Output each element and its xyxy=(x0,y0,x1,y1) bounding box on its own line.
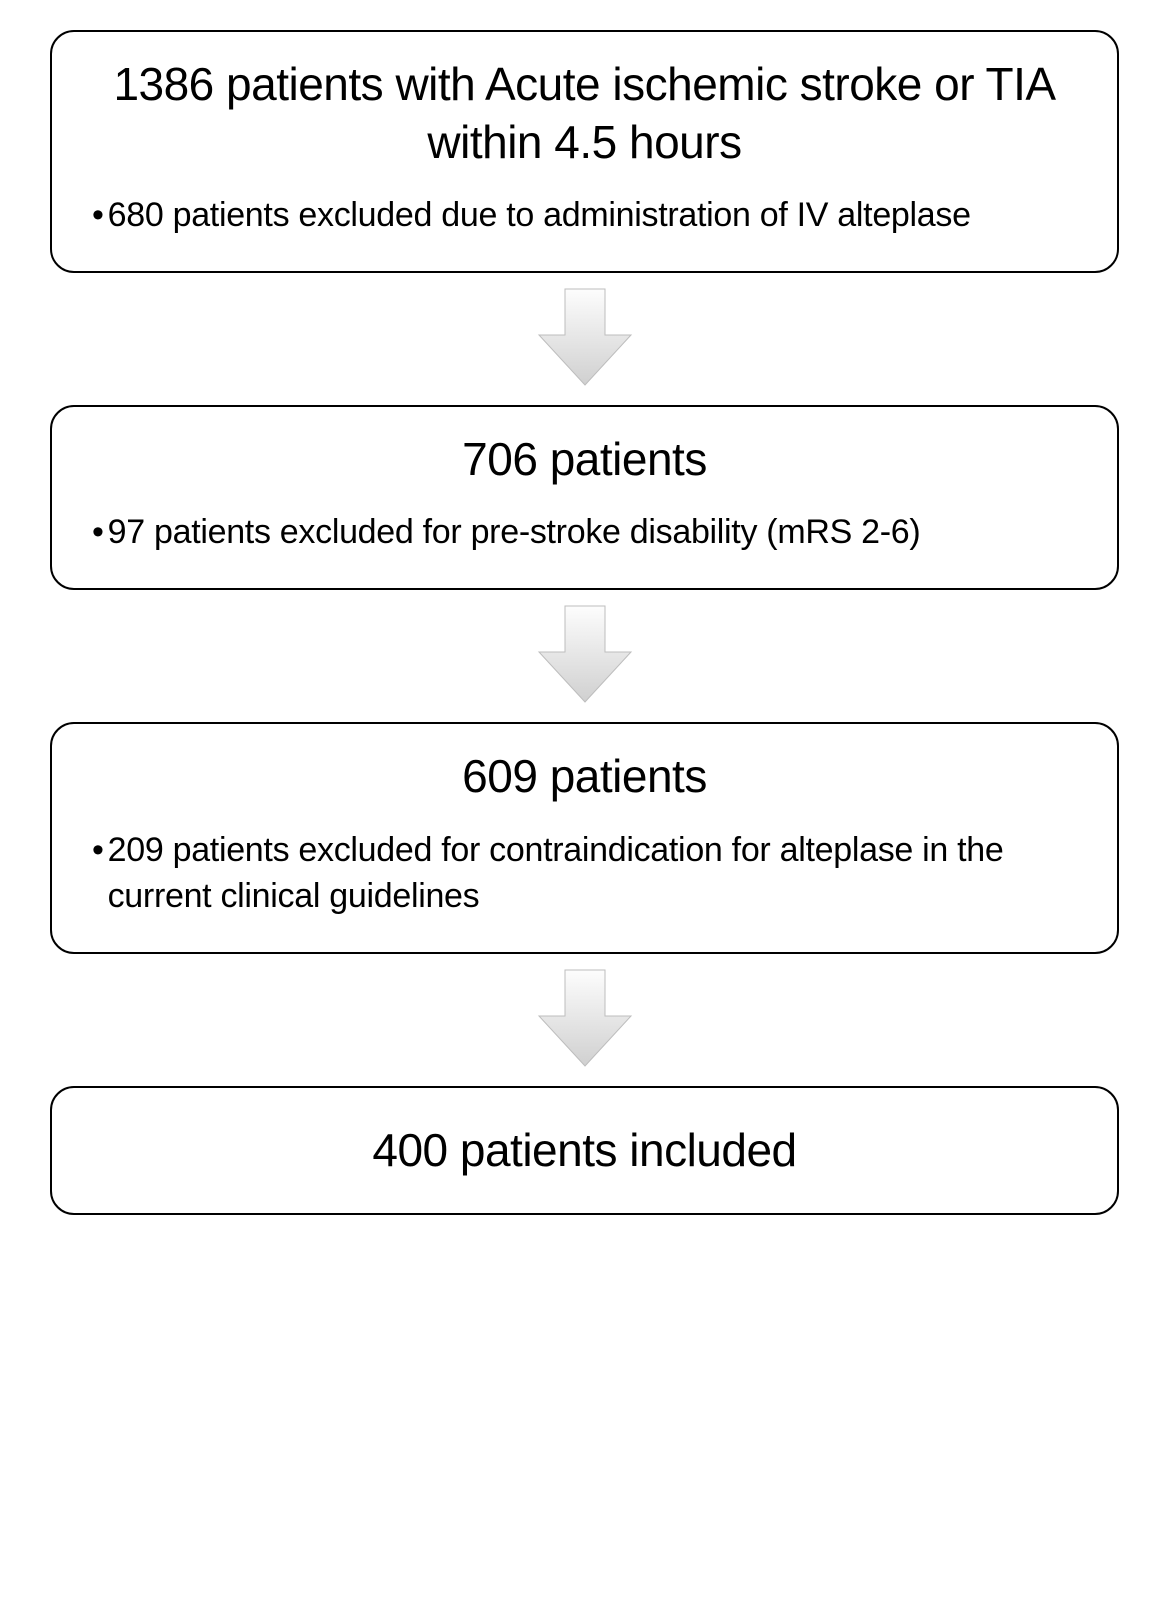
flowchart-node-bullet: • 97 patients excluded for pre-stroke di… xyxy=(92,510,1077,556)
flowchart-node: 400 patients included xyxy=(50,1086,1119,1216)
flowchart-arrow xyxy=(537,590,633,722)
flowchart-arrow xyxy=(537,273,633,405)
flowchart-node-title: 706 patients xyxy=(92,431,1077,489)
flowchart-arrow xyxy=(537,954,633,1086)
arrow-down-icon xyxy=(537,604,633,704)
flowchart-node-title: 609 patients xyxy=(92,748,1077,806)
flowchart-node: 706 patients • 97 patients excluded for … xyxy=(50,405,1119,590)
flowchart-node-bullet: • 680 patients excluded due to administr… xyxy=(92,193,1077,239)
arrow-down-icon xyxy=(537,287,633,387)
flowchart-node-title: 1386 patients with Acute ischemic stroke… xyxy=(92,56,1077,171)
bullet-dot-icon: • xyxy=(92,193,104,239)
bullet-text: 97 patients excluded for pre-stroke disa… xyxy=(108,510,921,556)
bullet-dot-icon: • xyxy=(92,510,104,556)
bullet-text: 209 patients excluded for contraindicati… xyxy=(108,828,1077,920)
flowchart-container: 1386 patients with Acute ischemic stroke… xyxy=(50,30,1119,1215)
flowchart-node-bullet: • 209 patients excluded for contraindica… xyxy=(92,828,1077,920)
bullet-text: 680 patients excluded due to administrat… xyxy=(108,193,971,239)
bullet-dot-icon: • xyxy=(92,828,104,920)
flowchart-node: 609 patients • 209 patients excluded for… xyxy=(50,722,1119,953)
flowchart-node-title: 400 patients included xyxy=(92,1122,1077,1180)
arrow-down-icon xyxy=(537,968,633,1068)
flowchart-node: 1386 patients with Acute ischemic stroke… xyxy=(50,30,1119,273)
